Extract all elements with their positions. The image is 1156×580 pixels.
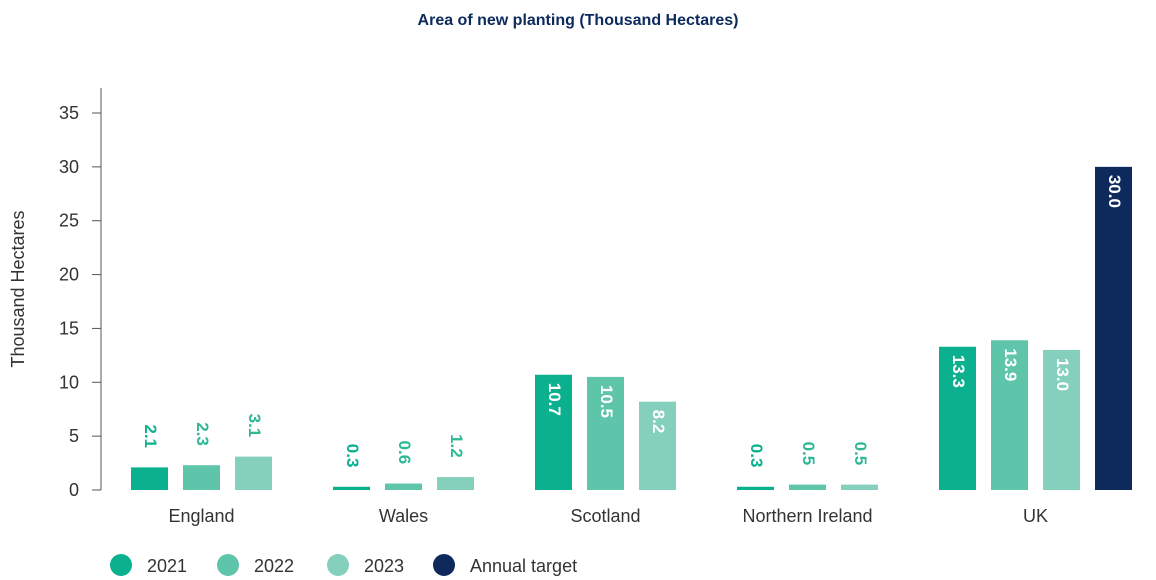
y-tick-label: 10 [59,372,79,392]
legend-marker [110,554,132,576]
legend-marker [433,554,455,576]
y-axis-title: Thousand Hectares [8,210,28,367]
bar-2023 [437,477,474,490]
bar-2021 [333,486,370,490]
data-label: 0.5 [851,442,870,466]
data-label: 0.3 [343,444,362,468]
data-label: 2.1 [141,424,160,448]
bar-annual-target [1095,166,1132,490]
chart-title: Area of new planting (Thousand Hectares) [418,12,739,29]
bar-2023 [639,401,676,490]
data-label: 0.3 [747,444,766,468]
bar-2022 [789,484,826,490]
bar-2023 [841,484,878,490]
legend-label: Annual target [470,556,577,576]
bar-2022 [183,465,220,490]
data-label: 1.2 [447,434,466,458]
data-label: 10.7 [545,383,564,416]
bar-2021 [737,486,774,490]
bars [131,166,1132,490]
data-label: 2.3 [193,422,212,446]
bar-2021 [939,346,976,490]
bar-2023 [1043,349,1080,490]
legend-marker [327,554,349,576]
category-label: England [168,506,234,526]
bar-2023 [235,456,272,490]
data-label: 10.5 [597,385,616,418]
bar-2022 [385,483,422,490]
y-tick-label: 0 [69,480,79,500]
bar-2022 [587,376,624,490]
category-label: Northern Ireland [742,506,872,526]
y-tick-label: 25 [59,211,79,231]
data-label: 30.0 [1105,175,1124,208]
data-label: 13.9 [1001,348,1020,381]
y-axis-ticks: 0 5 10 15 20 25 30 35 [59,103,101,500]
y-tick-label: 35 [59,103,79,123]
legend: 2021 2022 2023 Annual target [110,554,577,576]
y-tick-label: 30 [59,157,79,177]
bar-2022 [991,340,1028,490]
legend-marker [217,554,239,576]
data-label: 13.0 [1053,358,1072,391]
category-label: Scotland [570,506,640,526]
y-tick-label: 5 [69,426,79,446]
legend-label: 2021 [147,556,187,576]
data-label: 13.3 [949,355,968,388]
category-label: Wales [379,506,428,526]
data-label: 3.1 [245,414,264,438]
bar-2021 [131,467,168,490]
y-tick-label: 20 [59,265,79,285]
category-label: UK [1023,506,1048,526]
data-labels: 2.1 2.3 3.1 0.3 0.6 1.2 10.7 10.5 8.2 0.3 0.5 0.5 13… [141,175,1124,468]
data-label: 8.2 [649,410,668,434]
legend-label: 2022 [254,556,294,576]
bar-2021 [535,374,572,490]
y-tick-label: 15 [59,318,79,338]
data-label: 0.5 [799,442,818,466]
category-labels: England Wales Scotland Northern Ireland UK [168,506,1048,526]
data-label: 0.6 [395,441,414,465]
legend-label: 2023 [364,556,404,576]
